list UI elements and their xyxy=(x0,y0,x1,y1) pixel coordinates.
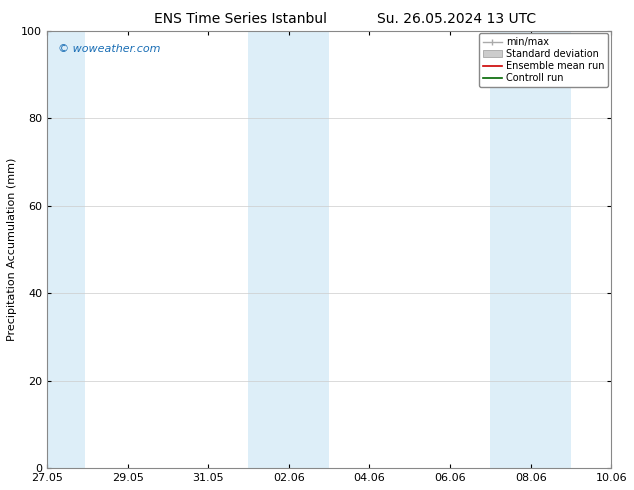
Bar xyxy=(491,30,571,468)
Text: ENS Time Series Istanbul: ENS Time Series Istanbul xyxy=(155,12,327,26)
Bar xyxy=(47,30,86,468)
Bar xyxy=(249,30,329,468)
Legend: min/max, Standard deviation, Ensemble mean run, Controll run: min/max, Standard deviation, Ensemble me… xyxy=(479,33,609,87)
Y-axis label: Precipitation Accumulation (mm): Precipitation Accumulation (mm) xyxy=(7,158,17,341)
Text: © woweather.com: © woweather.com xyxy=(58,44,161,54)
Text: Su. 26.05.2024 13 UTC: Su. 26.05.2024 13 UTC xyxy=(377,12,536,26)
